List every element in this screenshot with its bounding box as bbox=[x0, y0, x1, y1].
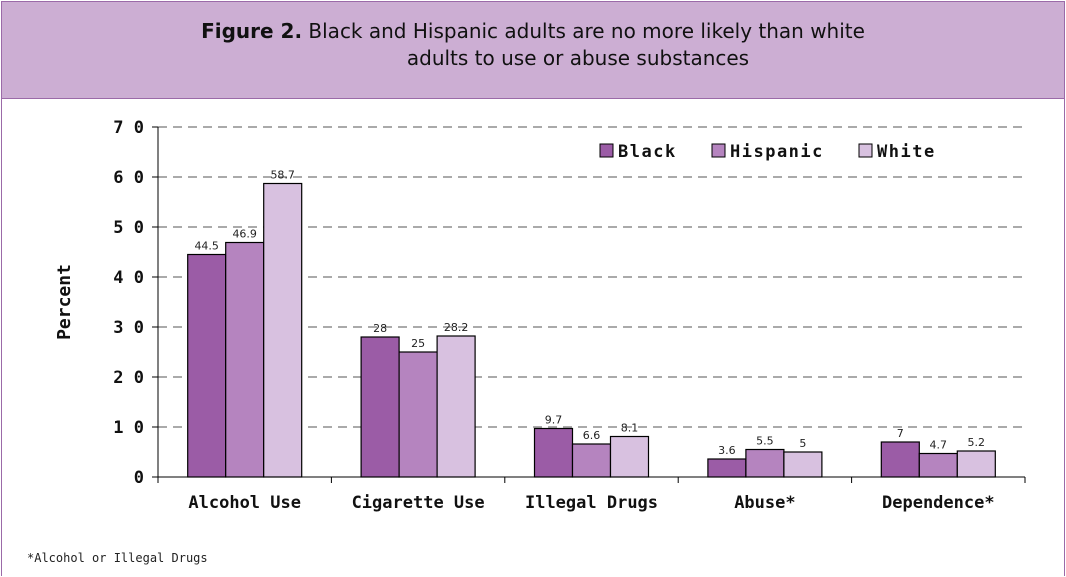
x-tick-label: Dependence* bbox=[882, 493, 995, 513]
y-tick-label: 6 0 bbox=[113, 168, 144, 188]
data-label: 25 bbox=[411, 337, 425, 350]
data-label: 46.9 bbox=[232, 228, 257, 241]
y-tick-label: 2 0 bbox=[113, 368, 144, 388]
y-axis-title: Percent bbox=[54, 264, 75, 340]
legend-swatch-white bbox=[858, 143, 873, 158]
bars bbox=[187, 182, 996, 478]
bar-hispanic-4 bbox=[918, 452, 958, 478]
x-tick-label: Cigarette Use bbox=[352, 493, 485, 513]
axes: 0 1 0 2 0 3 0 4 0 5 0 6 0 7 0 Percent Alcohol Use… bbox=[54, 118, 1026, 513]
grid-lines bbox=[158, 126, 1025, 428]
y-tick-label: 4 0 bbox=[113, 268, 144, 288]
bar-white-2 bbox=[609, 435, 650, 478]
data-label: 3.6 bbox=[718, 444, 736, 457]
data-label: 28.2 bbox=[444, 321, 469, 334]
data-label: 4.7 bbox=[930, 439, 948, 452]
legend: Black Hispanic White bbox=[599, 142, 936, 162]
bar-hispanic-3 bbox=[745, 448, 785, 478]
figure-label: Figure 2. bbox=[201, 19, 303, 43]
data-label: 28 bbox=[373, 322, 387, 335]
data-label: 5 bbox=[799, 437, 806, 450]
x-tick-label: Abuse* bbox=[734, 493, 795, 513]
bar-white-0 bbox=[263, 182, 303, 478]
data-label: 5.5 bbox=[756, 435, 774, 448]
data-label: 9.7 bbox=[545, 414, 563, 427]
legend-label-white: White bbox=[877, 142, 936, 162]
y-tick-label: 1 0 bbox=[113, 418, 144, 438]
data-label: 7 bbox=[897, 427, 904, 440]
bar-white-3 bbox=[783, 451, 823, 478]
figure-header: Figure 2. Black and Hispanic adults are … bbox=[2, 2, 1064, 99]
bar-white-1 bbox=[436, 335, 476, 478]
y-tick-label: 3 0 bbox=[113, 318, 144, 338]
data-label: 5.2 bbox=[968, 436, 986, 449]
bar-black-0 bbox=[187, 253, 227, 478]
data-label: 58.7 bbox=[270, 169, 295, 182]
legend-label-black: Black bbox=[618, 142, 677, 162]
footnote: *Alcohol or Illegal Drugs bbox=[27, 551, 208, 565]
bar-white-4 bbox=[956, 450, 996, 478]
bar-black-3 bbox=[707, 458, 747, 478]
bar-hispanic-2 bbox=[571, 443, 612, 478]
y-tick-label: 5 0 bbox=[113, 218, 144, 238]
y-tick-label: 0 bbox=[134, 468, 144, 488]
data-label: 8.1 bbox=[621, 422, 639, 435]
data-label: 6.6 bbox=[583, 429, 601, 442]
legend-swatch-black bbox=[599, 143, 614, 158]
bar-black-1 bbox=[360, 336, 400, 478]
bar-hispanic-1 bbox=[398, 351, 438, 478]
data-label: 44.5 bbox=[194, 240, 219, 253]
figure-title: Figure 2. Black and Hispanic adults are … bbox=[2, 18, 1064, 72]
bar-black-2 bbox=[533, 427, 574, 478]
bar-black-4 bbox=[880, 441, 920, 478]
figure-title-line1: Black and Hispanic adults are no more li… bbox=[308, 19, 865, 43]
figure-title-line2: adults to use or abuse substances bbox=[406, 46, 750, 70]
y-tick-label: 7 0 bbox=[113, 118, 144, 138]
data-labels: 44.5 46.9 58.7 28 25 28.2 9.7 6.6 8.1 3.6 5.5 5 7 4.7… bbox=[194, 169, 985, 458]
legend-label-hispanic: Hispanic bbox=[730, 142, 824, 162]
legend-swatch-hispanic bbox=[711, 143, 726, 158]
x-tick-label: Illegal Drugs bbox=[525, 493, 658, 513]
bar-hispanic-0 bbox=[225, 241, 265, 478]
x-tick-label: Alcohol Use bbox=[188, 493, 301, 513]
